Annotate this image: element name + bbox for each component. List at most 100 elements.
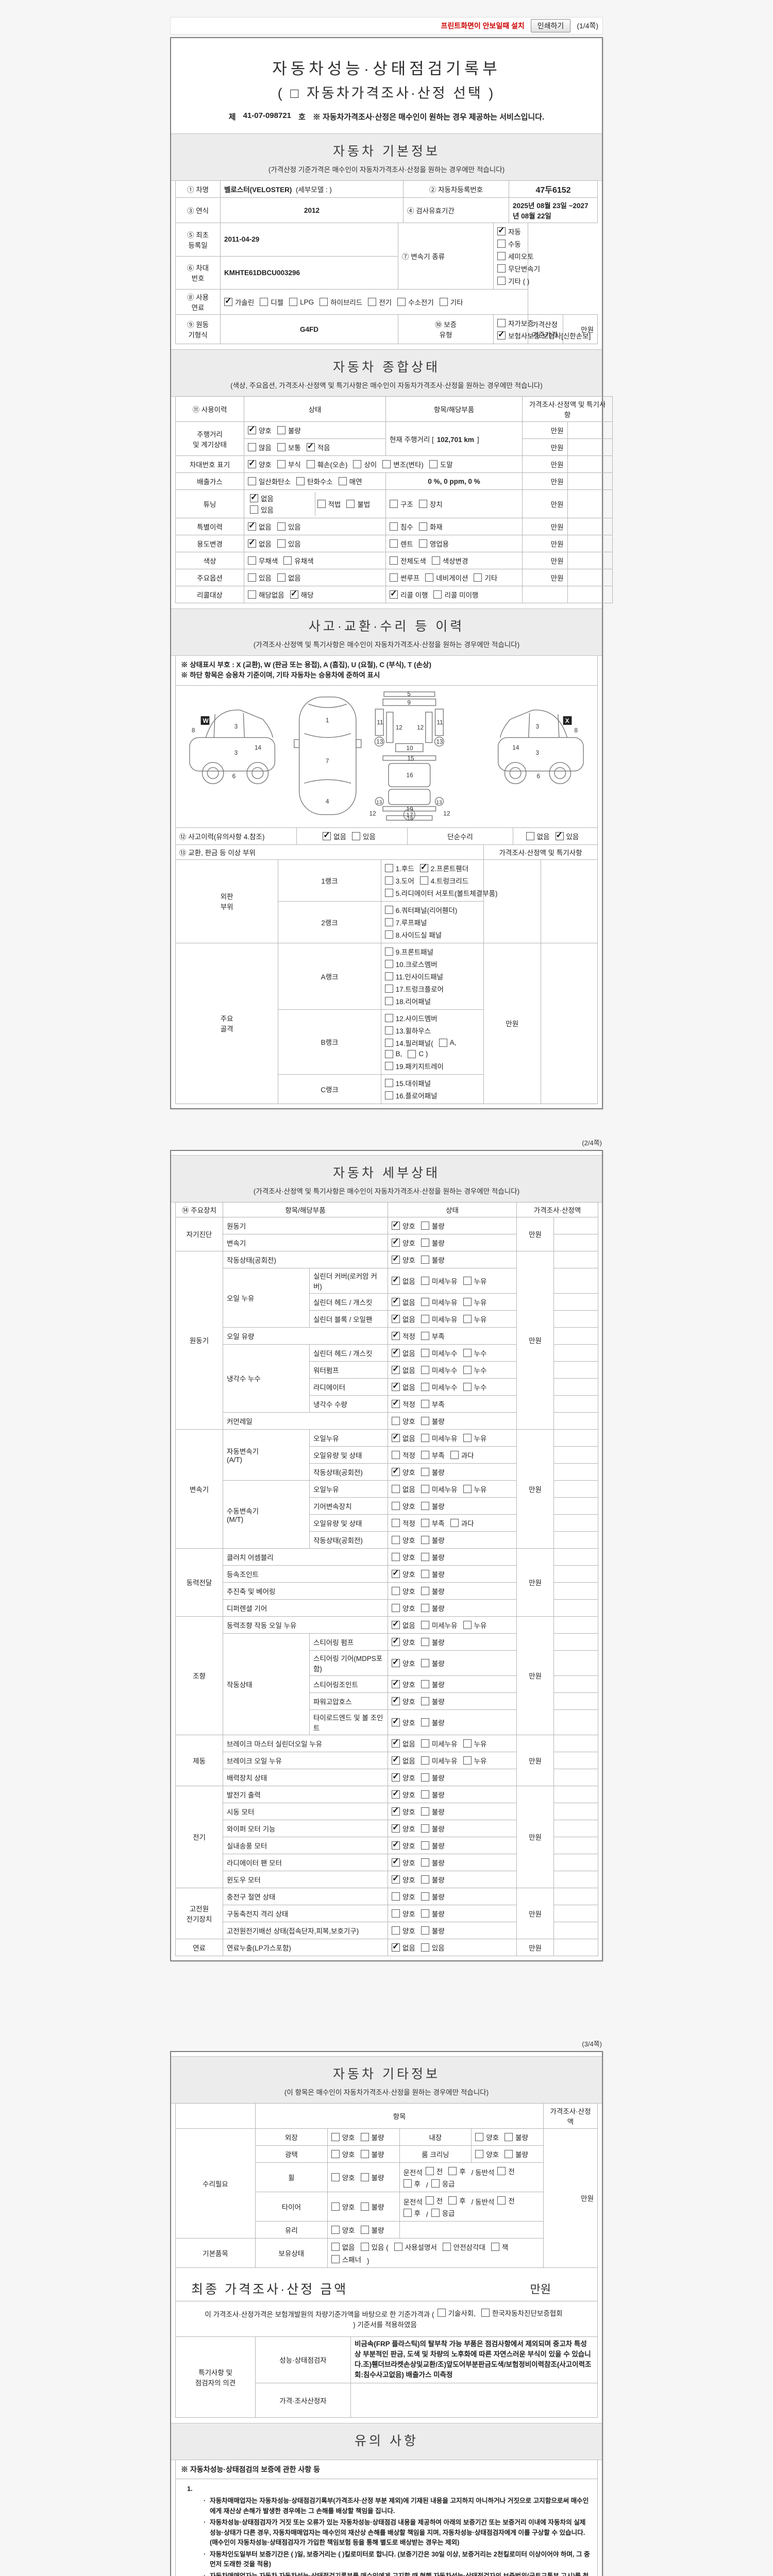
checked-checkbox[interactable]: 적정 [392,1398,415,1409]
unchecked-checkbox[interactable]: 10.크로스멤버 [384,959,438,969]
unchecked-checkbox[interactable]: 안전삼각대 [442,2242,485,2252]
unchecked-checkbox[interactable]: 없음 [526,831,550,841]
unchecked-checkbox[interactable]: 있음 [248,572,272,583]
checked-checkbox[interactable]: 양호 [392,1788,415,1800]
unchecked-checkbox[interactable]: 없음 [331,2242,355,2252]
unchecked-checkbox[interactable]: 기타 ( ) [497,276,529,286]
unchecked-checkbox[interactable]: 양호 [392,1501,415,1511]
unchecked-checkbox[interactable]: 기술사회, [437,2308,476,2318]
unchecked-checkbox[interactable]: 전 [497,2195,515,2206]
unchecked-checkbox[interactable]: 불량 [421,1806,445,1817]
unchecked-checkbox[interactable]: 누유 [463,1484,486,1494]
unchecked-checkbox[interactable]: 누수 [463,1348,486,1358]
unchecked-checkbox[interactable]: 불량 [421,1255,445,1265]
unchecked-checkbox[interactable]: 불량 [421,1238,445,1248]
unchecked-checkbox[interactable]: 1.후드 [384,863,414,873]
unchecked-checkbox[interactable]: 응급 [431,2208,455,2218]
unchecked-checkbox[interactable]: 전 [425,2166,443,2176]
unchecked-checkbox[interactable]: 사용설명서 [394,2242,437,2252]
unchecked-checkbox[interactable]: 양호 [331,2225,355,2235]
unchecked-checkbox[interactable]: 불량 [421,1569,445,1579]
unchecked-checkbox[interactable]: 영업용 [418,538,449,549]
checked-checkbox[interactable]: 양호 [392,1839,415,1851]
unchecked-checkbox[interactable]: 불량 [421,1874,445,1885]
unchecked-checkbox[interactable]: 변조(변타) [382,459,424,469]
unchecked-checkbox[interactable]: 응급 [431,2178,455,2189]
unchecked-checkbox[interactable]: 수동 [497,239,521,249]
checked-checkbox[interactable]: 양호 [392,1822,415,1834]
checked-checkbox[interactable]: 양호 [248,424,272,435]
unchecked-checkbox[interactable]: 하이브리드 [320,297,362,307]
checked-checkbox[interactable]: 없음 [248,537,272,549]
unchecked-checkbox[interactable]: 불량 [421,1221,445,1231]
unchecked-checkbox[interactable]: 전체도색 [390,555,426,566]
unchecked-checkbox[interactable]: 일산화탄소 [248,476,291,486]
unchecked-checkbox[interactable]: 불량 [421,1501,445,1511]
unchecked-checkbox[interactable]: 스패너 [331,2254,361,2264]
unchecked-checkbox[interactable]: 미세누유 [421,1738,458,1749]
unchecked-checkbox[interactable]: 후 [448,2195,466,2206]
unchecked-checkbox[interactable]: 전 [497,2166,515,2176]
unchecked-checkbox[interactable]: 렌트 [390,538,413,549]
checked-checkbox[interactable]: 가솔린 [224,296,254,307]
unchecked-checkbox[interactable]: 후 [403,2178,421,2189]
unchecked-checkbox[interactable]: 불량 [505,2132,528,2142]
unchecked-checkbox[interactable]: 불량 [421,1658,445,1668]
unchecked-checkbox[interactable]: 불량 [421,1586,445,1596]
checked-checkbox[interactable]: 양호 [392,1873,415,1885]
checked-checkbox[interactable]: 없음 [392,1364,415,1375]
unchecked-checkbox[interactable]: 누수 [463,1382,486,1392]
unchecked-checkbox[interactable]: 13.휠하우스 [384,1025,431,1036]
unchecked-checkbox[interactable]: 12.사이드멤버 [384,1013,438,1023]
unchecked-checkbox[interactable]: 미세누유 [421,1620,458,1630]
unchecked-checkbox[interactable]: 전 [425,2195,443,2206]
unchecked-checkbox[interactable]: 과다 [450,1518,474,1528]
checked-checkbox[interactable]: 리콜 이행 [390,588,428,600]
unchecked-checkbox[interactable]: 누유 [463,1433,486,1443]
unchecked-checkbox[interactable]: 불량 [360,2132,384,2142]
unchecked-checkbox[interactable]: 부족 [421,1331,445,1341]
unchecked-checkbox[interactable]: 불량 [421,1772,445,1783]
unchecked-checkbox[interactable]: 과다 [450,1450,474,1460]
unchecked-checkbox[interactable]: 누유 [463,1276,486,1286]
unchecked-checkbox[interactable]: 적정 [392,1518,415,1528]
unchecked-checkbox[interactable]: 양호 [392,1908,415,1919]
unchecked-checkbox[interactable]: 적정 [392,1450,415,1460]
unchecked-checkbox[interactable]: 불량 [421,1823,445,1834]
unchecked-checkbox[interactable]: 미세누유 [421,1755,458,1766]
unchecked-checkbox[interactable]: 5.라디에이터 서포트(볼트체결부품) [384,888,498,898]
unchecked-checkbox[interactable]: 누유 [463,1755,486,1766]
unchecked-checkbox[interactable]: 불량 [360,2172,384,2182]
unchecked-checkbox[interactable]: 불량 [421,1637,445,1647]
checked-checkbox[interactable]: 없음 [392,1313,415,1324]
checked-checkbox[interactable]: 없음 [250,492,307,503]
unchecked-checkbox[interactable]: 구조 [390,499,413,509]
unchecked-checkbox[interactable]: 한국자동차진단보증협회 [481,2308,563,2318]
unchecked-checkbox[interactable]: 화재 [418,521,443,532]
unchecked-checkbox[interactable]: 매연 [338,476,362,486]
unchecked-checkbox[interactable]: 미세누유 [421,1433,458,1443]
checked-checkbox[interactable]: 없음 [392,1381,415,1392]
checked-checkbox[interactable]: 2.프론트휀더 [419,862,468,873]
unchecked-checkbox[interactable]: 전기 [368,297,392,307]
checked-checkbox[interactable]: 양호 [392,1219,415,1231]
unchecked-checkbox[interactable]: C ) [408,1049,428,1058]
checked-checkbox[interactable]: 없음 [323,830,346,841]
unchecked-checkbox[interactable]: 불량 [421,1717,445,1727]
checked-checkbox[interactable]: 없음 [248,520,272,532]
checked-checkbox[interactable]: 적음 [306,441,330,452]
print-button[interactable]: 인쇄하기 [530,19,571,32]
unchecked-checkbox[interactable]: 없음 [277,572,301,583]
checked-checkbox[interactable]: 있음 [555,830,579,841]
unchecked-checkbox[interactable]: 불량 [277,425,301,435]
unchecked-checkbox[interactable]: 불량 [505,2149,528,2159]
unchecked-checkbox[interactable]: 미세누유 [421,1314,458,1324]
unchecked-checkbox[interactable]: 양호 [475,2149,499,2159]
unchecked-checkbox[interactable]: 양호 [392,1891,415,1902]
unchecked-checkbox[interactable]: 있음 [352,831,376,841]
unchecked-checkbox[interactable]: 불량 [421,1891,445,1902]
unchecked-checkbox[interactable]: 잭 [491,2242,508,2252]
unchecked-checkbox[interactable]: 불량 [421,1679,445,1689]
unchecked-checkbox[interactable]: 있음 [277,521,301,532]
unchecked-checkbox[interactable]: 도말 [429,459,453,469]
